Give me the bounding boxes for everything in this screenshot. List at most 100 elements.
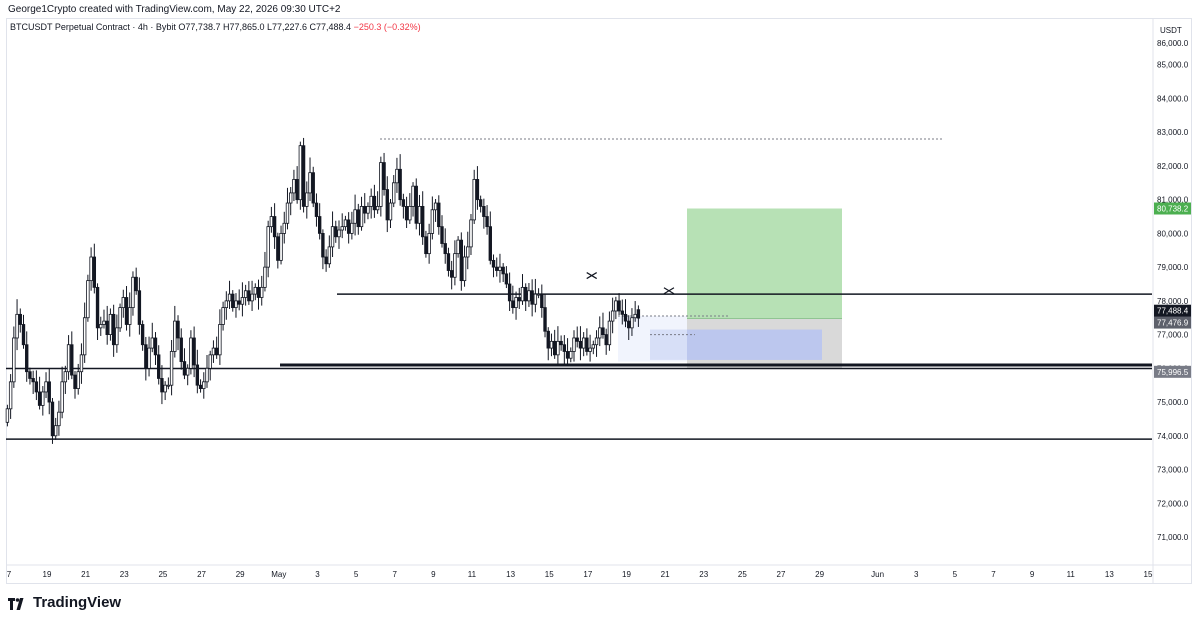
- candle-body: [157, 354, 161, 379]
- candle: [111, 304, 116, 357]
- candle-body: [41, 391, 45, 406]
- candle: [485, 205, 489, 235]
- candle: [620, 299, 624, 325]
- candle-body: [192, 337, 196, 366]
- candle-body: [565, 351, 570, 359]
- candle-body: [5, 408, 10, 423]
- candle-body: [575, 337, 579, 342]
- candle: [308, 157, 312, 202]
- candle: [395, 157, 399, 193]
- candle-body: [76, 371, 80, 389]
- candle: [514, 291, 518, 320]
- candle-body: [604, 334, 608, 346]
- candle: [15, 299, 19, 351]
- candle: [150, 322, 154, 353]
- candle-body: [417, 206, 422, 224]
- candle: [208, 350, 212, 381]
- candle: [99, 316, 103, 336]
- candle: [243, 284, 248, 306]
- chart-frame[interactable]: [6, 18, 1192, 584]
- candle-body: [18, 313, 22, 325]
- candle-body: [543, 307, 547, 332]
- candle: [501, 263, 505, 282]
- candle-body: [340, 226, 344, 231]
- candle-body: [140, 324, 145, 346]
- candle-body: [562, 344, 567, 352]
- candle-body: [250, 293, 254, 302]
- candle-body: [34, 381, 39, 393]
- candle-body: [491, 259, 496, 268]
- candle-body: [414, 185, 418, 224]
- candle: [12, 326, 16, 388]
- candle-body: [449, 270, 454, 278]
- candle: [272, 203, 277, 249]
- candle-body: [221, 307, 225, 325]
- candle-body: [121, 297, 125, 309]
- candle-body: [269, 216, 274, 228]
- candle: [607, 311, 612, 351]
- candle-body: [623, 313, 628, 322]
- candle: [562, 335, 567, 364]
- candle-body: [25, 344, 29, 373]
- candle-body: [240, 297, 245, 305]
- candle-body: [433, 202, 438, 211]
- candle: [263, 251, 267, 292]
- candle: [433, 198, 438, 222]
- candle: [421, 191, 425, 245]
- candle: [427, 223, 431, 264]
- candle-body: [234, 300, 238, 309]
- candle: [627, 315, 631, 340]
- candle: [311, 166, 315, 208]
- candle-body: [247, 290, 251, 302]
- candle-body: [569, 351, 573, 359]
- candle: [8, 374, 13, 419]
- candle: [250, 280, 254, 311]
- candle: [63, 365, 68, 394]
- cross-marker-2: [663, 287, 675, 295]
- candle: [202, 372, 206, 399]
- candle: [559, 335, 563, 351]
- time-tick-label: 7: [991, 570, 996, 579]
- candle-body: [556, 340, 560, 356]
- candle: [5, 404, 10, 427]
- candle-body: [627, 320, 631, 329]
- price-tick-label: 83,000.0: [1157, 128, 1189, 137]
- candle: [617, 293, 621, 316]
- candle-body: [617, 300, 621, 312]
- candle: [411, 182, 415, 217]
- candle: [128, 292, 132, 337]
- candle-body: [276, 236, 280, 261]
- candle: [527, 282, 531, 307]
- candle-body: [218, 324, 222, 356]
- candle-body: [31, 378, 35, 383]
- candle: [102, 309, 106, 329]
- candle-body: [366, 206, 370, 214]
- candle-body: [620, 310, 624, 315]
- candle-body: [128, 307, 132, 325]
- candle: [453, 240, 457, 286]
- candle: [176, 315, 180, 351]
- candle-body: [514, 297, 518, 309]
- candle-body: [50, 401, 55, 437]
- candle-body: [488, 226, 492, 261]
- time-tick-label: Jun: [871, 570, 884, 579]
- candle: [578, 326, 583, 361]
- symbol-title[interactable]: BTCUSDT Perpetual Contract · 4h · Bybit: [10, 22, 176, 32]
- candle: [495, 257, 499, 277]
- candle-body: [224, 300, 229, 309]
- time-tick-label: 11: [1067, 570, 1076, 579]
- brand-name: TradingView: [33, 594, 122, 611]
- candle: [89, 247, 93, 291]
- candle: [324, 249, 328, 272]
- time-tick-label: 23: [699, 570, 708, 579]
- candle-body: [369, 195, 373, 207]
- tradingview-logo[interactable]: TradingView: [8, 594, 121, 611]
- ohlc-values: O77,738.7 H77,865.0 L77,227.6 C77,488.4: [178, 22, 352, 32]
- candle: [253, 283, 257, 301]
- candle-body: [214, 347, 219, 356]
- time-tick-label: 21: [81, 570, 90, 579]
- symbol-legend[interactable]: BTCUSDT Perpetual Contract · 4h · Bybit …: [10, 22, 421, 32]
- price-tick-label: 74,000.0: [1157, 432, 1189, 441]
- candle: [163, 381, 167, 401]
